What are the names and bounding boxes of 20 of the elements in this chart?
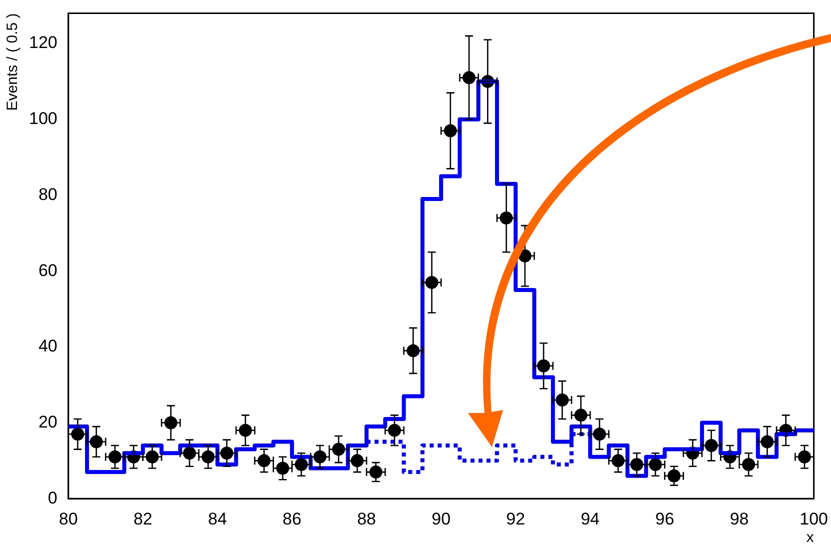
x-tick-label: 86 (282, 509, 302, 528)
x-tick-label: 94 (580, 509, 600, 528)
x-tick-label: 98 (730, 509, 749, 528)
y-tick-label: 80 (38, 184, 58, 204)
x-axis-title: x (806, 529, 814, 546)
x-tick-label: 90 (432, 509, 451, 528)
y-tick-label: 0 (48, 488, 58, 508)
x-tick-label: 84 (208, 509, 227, 528)
y-tick-label: 100 (28, 109, 58, 128)
y-tick-label: 20 (38, 412, 58, 432)
x-tick-label: 80 (58, 509, 78, 528)
y-tick-label: 40 (38, 336, 58, 356)
x-tick-label: 82 (133, 509, 152, 528)
y-tick-label: 60 (38, 260, 58, 280)
x-tick-label: 88 (357, 509, 376, 528)
x-tick-label: 100 (800, 509, 828, 528)
y-tick-label: 120 (28, 33, 58, 52)
x-tick-label: 96 (655, 509, 674, 528)
y-axis-title: Events / ( 0.5 ) (4, 13, 22, 111)
x-tick-label: 92 (506, 509, 526, 528)
